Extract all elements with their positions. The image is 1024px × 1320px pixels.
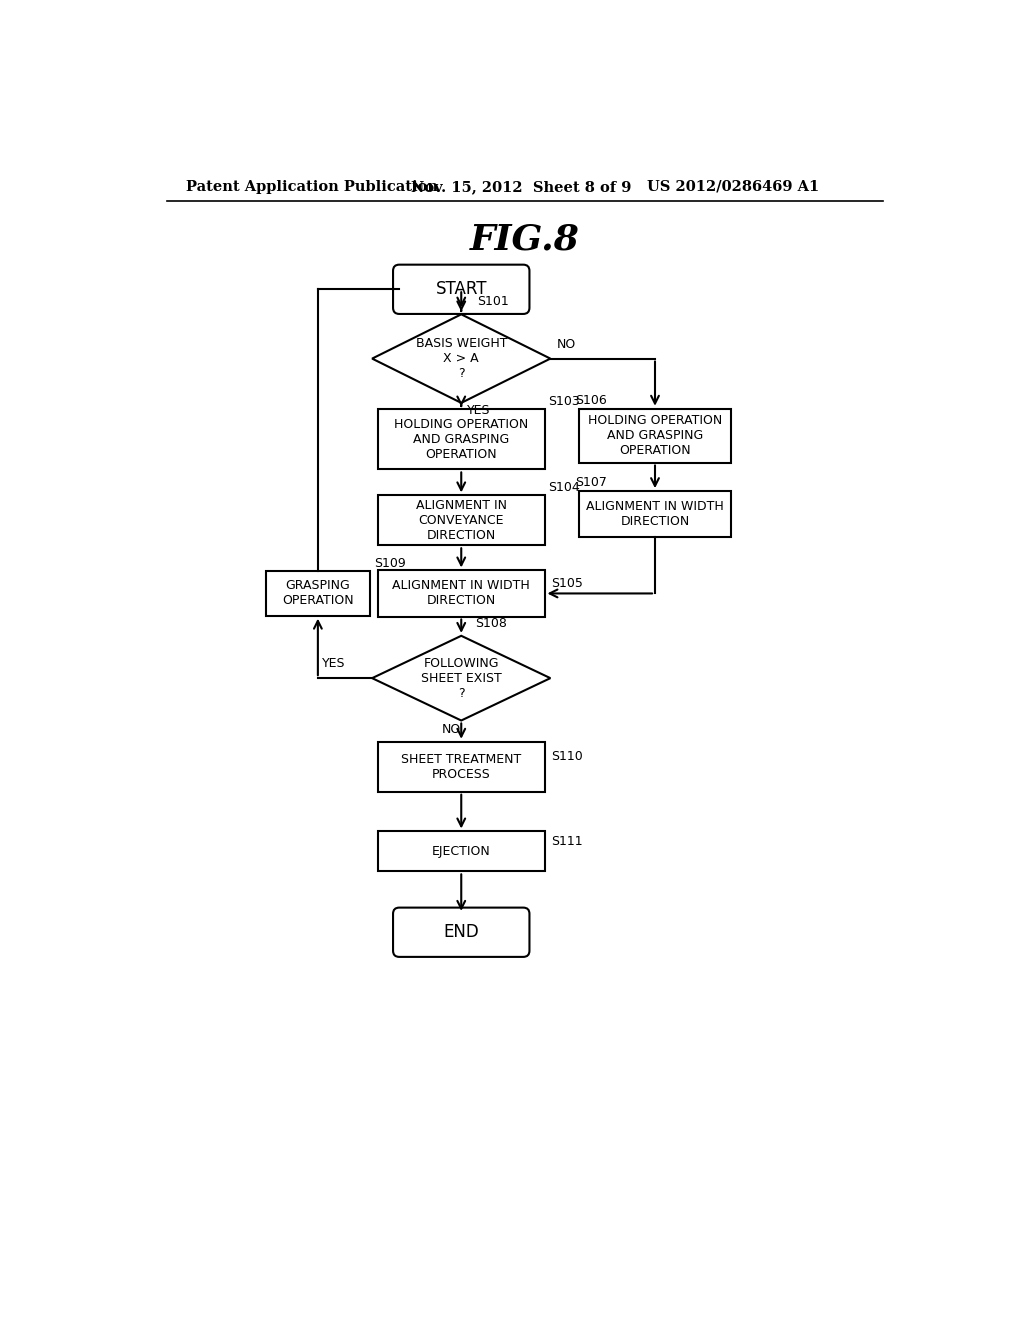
- Text: NO: NO: [442, 723, 461, 737]
- Text: S110: S110: [551, 750, 583, 763]
- Text: HOLDING OPERATION
AND GRASPING
OPERATION: HOLDING OPERATION AND GRASPING OPERATION: [588, 414, 722, 457]
- Text: START: START: [435, 280, 487, 298]
- Text: EJECTION: EJECTION: [432, 845, 490, 858]
- Text: S101: S101: [477, 296, 509, 308]
- Bar: [378, 832, 545, 871]
- Text: ALIGNMENT IN WIDTH
DIRECTION: ALIGNMENT IN WIDTH DIRECTION: [586, 500, 724, 528]
- Text: S104: S104: [549, 480, 581, 494]
- Text: SHEET TREATMENT
PROCESS: SHEET TREATMENT PROCESS: [401, 752, 521, 780]
- Text: S106: S106: [575, 395, 607, 407]
- Text: FOLLOWING
SHEET EXIST
?: FOLLOWING SHEET EXIST ?: [421, 656, 502, 700]
- Text: END: END: [443, 923, 479, 941]
- Text: S111: S111: [551, 834, 583, 847]
- Text: Patent Application Publication: Patent Application Publication: [186, 180, 438, 194]
- Text: S107: S107: [575, 477, 607, 490]
- Text: HOLDING OPERATION
AND GRASPING
OPERATION: HOLDING OPERATION AND GRASPING OPERATION: [394, 418, 528, 461]
- Text: S109: S109: [374, 557, 406, 570]
- Polygon shape: [372, 636, 550, 721]
- Bar: [580, 409, 730, 462]
- Text: GRASPING
OPERATION: GRASPING OPERATION: [282, 579, 353, 607]
- Text: S103: S103: [549, 395, 581, 408]
- Text: US 2012/0286469 A1: US 2012/0286469 A1: [647, 180, 819, 194]
- Bar: [265, 572, 371, 615]
- Text: Nov. 15, 2012  Sheet 8 of 9: Nov. 15, 2012 Sheet 8 of 9: [411, 180, 631, 194]
- Bar: [378, 495, 545, 545]
- Text: YES: YES: [322, 657, 345, 671]
- Bar: [580, 491, 730, 537]
- Text: BASIS WEIGHT
X > A
?: BASIS WEIGHT X > A ?: [416, 337, 507, 380]
- Text: S105: S105: [551, 577, 583, 590]
- Bar: [378, 409, 545, 470]
- Text: YES: YES: [467, 404, 490, 417]
- Text: ALIGNMENT IN
CONVEYANCE
DIRECTION: ALIGNMENT IN CONVEYANCE DIRECTION: [416, 499, 507, 541]
- Text: FIG.8: FIG.8: [470, 222, 580, 256]
- Text: S108: S108: [475, 616, 507, 630]
- Bar: [378, 570, 545, 616]
- FancyBboxPatch shape: [393, 908, 529, 957]
- Polygon shape: [372, 314, 550, 403]
- Bar: [378, 742, 545, 792]
- FancyBboxPatch shape: [393, 264, 529, 314]
- Text: ALIGNMENT IN WIDTH
DIRECTION: ALIGNMENT IN WIDTH DIRECTION: [392, 579, 530, 607]
- Text: NO: NO: [557, 338, 575, 351]
